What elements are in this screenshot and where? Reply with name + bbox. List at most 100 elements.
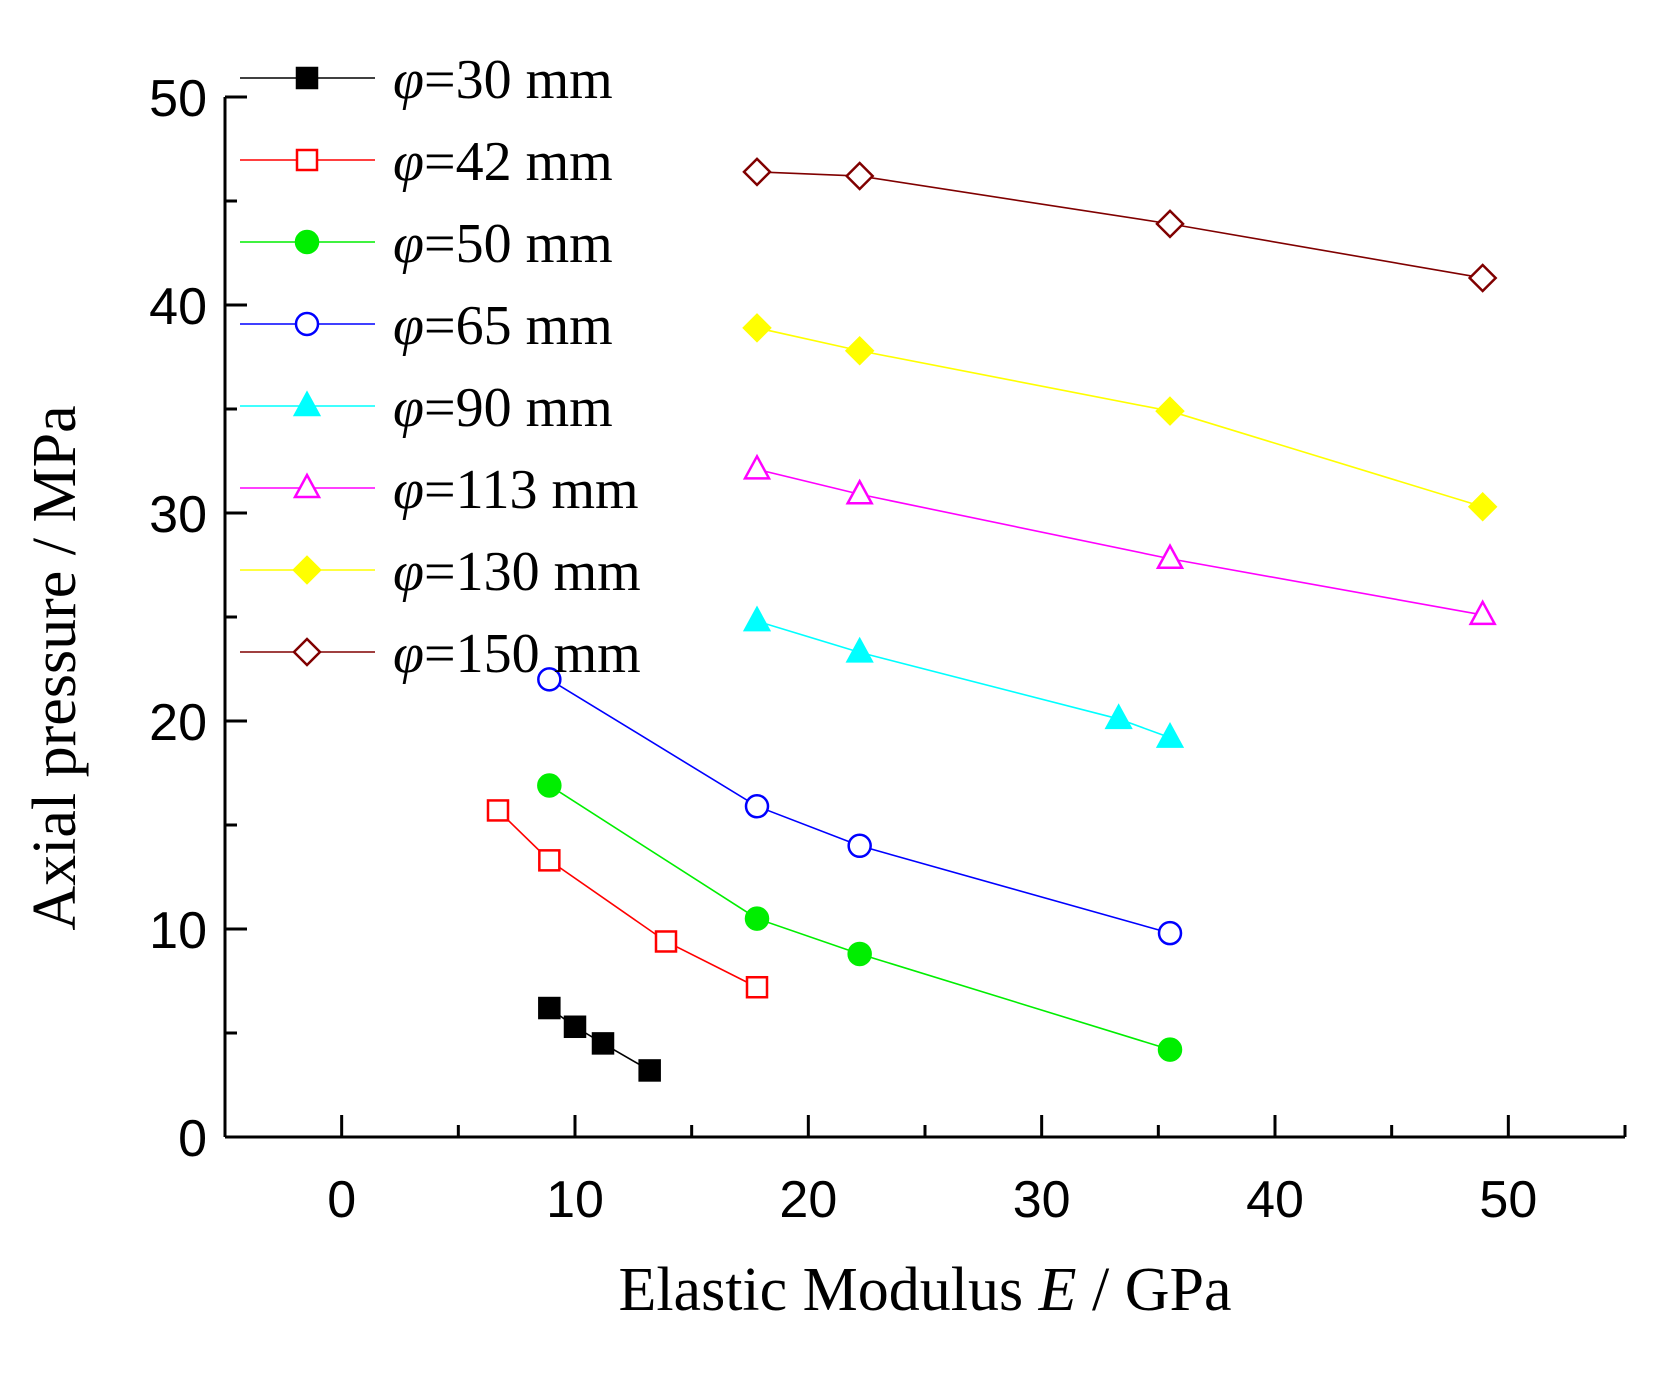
series-lines bbox=[497, 171, 1483, 1072]
data-point bbox=[847, 941, 872, 967]
data-point bbox=[1157, 920, 1183, 946]
legend-label: φ=65 mm bbox=[393, 295, 613, 357]
legend-marker bbox=[292, 472, 322, 499]
data-point bbox=[563, 1015, 587, 1039]
data-point bbox=[742, 605, 772, 632]
legend-label: φ=130 mm bbox=[393, 541, 641, 603]
legend-item: φ=150 mm bbox=[240, 623, 641, 685]
legend-value: =90 mm bbox=[424, 377, 613, 439]
data-point bbox=[638, 1059, 661, 1082]
legend-marker bbox=[294, 229, 320, 255]
legend-value: =42 mm bbox=[424, 131, 613, 193]
y-tick-label: 10 bbox=[149, 902, 207, 960]
legend: φ=30 mmφ=42 mmφ=50 mmφ=65 mmφ=90 mmφ=113… bbox=[240, 49, 641, 685]
legend-item: φ=90 mm bbox=[240, 377, 613, 439]
x-tick-label: 10 bbox=[546, 1171, 604, 1229]
legend-item: φ=30 mm bbox=[240, 49, 613, 111]
series-line bbox=[756, 171, 1483, 279]
data-point bbox=[1157, 1037, 1183, 1062]
data-point bbox=[742, 453, 772, 480]
data-point bbox=[1155, 396, 1185, 426]
x-axis-title-suffix: / GPa bbox=[1077, 1256, 1232, 1324]
x-tick-label: 50 bbox=[1479, 1171, 1537, 1229]
data-point bbox=[845, 478, 874, 505]
data-point bbox=[1104, 703, 1133, 730]
series-markers bbox=[486, 157, 1498, 1082]
data-point bbox=[1155, 543, 1185, 570]
y-tick-label: 20 bbox=[149, 694, 207, 752]
legend-value: =130 mm bbox=[424, 541, 641, 603]
series-line bbox=[497, 809, 758, 988]
data-point bbox=[591, 1032, 615, 1055]
y-tick-label: 30 bbox=[149, 486, 207, 544]
legend-value: =30 mm bbox=[424, 49, 613, 111]
legend-label: φ=150 mm bbox=[393, 623, 641, 685]
x-tick-label: 40 bbox=[1246, 1171, 1304, 1229]
data-point bbox=[845, 636, 874, 663]
data-point bbox=[844, 161, 875, 191]
legend-symbol: φ bbox=[393, 49, 424, 111]
legend-value: =65 mm bbox=[424, 295, 613, 357]
x-axis-title-variable: E bbox=[1038, 1256, 1077, 1324]
data-point bbox=[1467, 491, 1498, 522]
legend-symbol: φ bbox=[393, 459, 424, 521]
legend-label: φ=50 mm bbox=[393, 213, 613, 275]
legend-label: φ=90 mm bbox=[393, 377, 613, 439]
data-point bbox=[538, 996, 561, 1020]
y-tick-label: 0 bbox=[178, 1110, 207, 1168]
legend-value: =150 mm bbox=[424, 623, 641, 685]
legend-item: φ=65 mm bbox=[240, 295, 613, 357]
series-line bbox=[548, 784, 1171, 1051]
legend-marker bbox=[292, 555, 322, 585]
data-point bbox=[1468, 599, 1497, 626]
data-point bbox=[742, 313, 772, 343]
legend-symbol: φ bbox=[393, 541, 424, 603]
data-point bbox=[486, 799, 510, 822]
data-point bbox=[742, 157, 772, 187]
legend-label: φ=30 mm bbox=[393, 49, 613, 111]
x-tick-label: 30 bbox=[1013, 1171, 1071, 1229]
data-point bbox=[847, 833, 872, 859]
legend-symbol: φ bbox=[393, 213, 424, 275]
legend-label: φ=113 mm bbox=[393, 459, 639, 521]
data-point bbox=[538, 849, 561, 872]
data-point bbox=[1155, 722, 1185, 748]
legend-value: =50 mm bbox=[424, 213, 613, 275]
legend-marker bbox=[292, 390, 322, 417]
data-point bbox=[654, 930, 678, 953]
series-line bbox=[548, 1007, 651, 1072]
series-line bbox=[756, 620, 1171, 739]
legend-item: φ=42 mm bbox=[240, 131, 613, 193]
data-point bbox=[1155, 209, 1185, 239]
legend-symbol: φ bbox=[393, 295, 424, 357]
data-point bbox=[537, 773, 562, 798]
legend-label: φ=42 mm bbox=[393, 131, 613, 193]
data-point bbox=[745, 975, 769, 999]
legend-value: =113 mm bbox=[424, 459, 639, 521]
data-point bbox=[537, 667, 562, 692]
x-tick-label: 0 bbox=[327, 1171, 356, 1229]
legend-item: φ=50 mm bbox=[240, 213, 613, 275]
legend-marker bbox=[295, 66, 319, 90]
y-tick-label: 40 bbox=[149, 278, 207, 336]
data-point bbox=[844, 335, 875, 366]
x-tick-label: 20 bbox=[779, 1171, 837, 1229]
series-line bbox=[548, 678, 1171, 934]
data-point bbox=[1467, 263, 1498, 293]
axes: 0 10 20 30 40 50 0 10 20 30 40 50 bbox=[149, 70, 1627, 1229]
legend-symbol: φ bbox=[393, 377, 424, 439]
y-axis-title: Axial pressure / MPa bbox=[21, 405, 89, 930]
series-line bbox=[756, 327, 1483, 508]
legend-item: φ=113 mm bbox=[240, 459, 639, 521]
y-tick-label: 50 bbox=[149, 70, 207, 128]
legend-marker bbox=[292, 637, 322, 667]
series-line bbox=[756, 468, 1483, 616]
legend-marker bbox=[295, 148, 319, 172]
legend-symbol: φ bbox=[393, 131, 424, 193]
data-point bbox=[744, 794, 770, 819]
legend-item: φ=130 mm bbox=[240, 541, 641, 603]
legend-marker bbox=[294, 311, 320, 337]
x-axis-title-prefix: Elastic Modulus bbox=[618, 1256, 1038, 1324]
data-point bbox=[744, 906, 770, 931]
